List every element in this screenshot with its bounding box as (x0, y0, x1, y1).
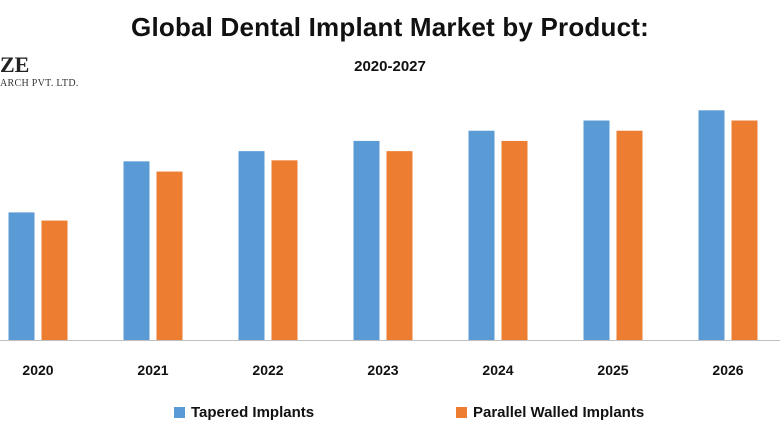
watermark-brand: ZE (0, 52, 30, 77)
bar-tapered-2025 (583, 120, 610, 340)
bar-tapered-2026 (698, 110, 725, 340)
x-tick-label-2020: 2020 (22, 362, 53, 378)
bar-parallel-2024 (501, 140, 528, 340)
bar-parallel-2021 (156, 171, 183, 340)
x-tick-label-2026: 2026 (712, 362, 743, 378)
bar-parallel-2025 (616, 130, 643, 340)
legend-swatch-parallel (456, 407, 467, 418)
x-tick-label-2024: 2024 (482, 362, 513, 378)
x-tick-label-2021: 2021 (137, 362, 168, 378)
bar-tapered-2023 (353, 140, 380, 340)
x-tick-label-2022: 2022 (252, 362, 283, 378)
legend-swatch-tapered (174, 407, 185, 418)
bar-tapered-2022 (238, 151, 265, 340)
legend-item-parallel: Parallel Walled Implants (456, 404, 644, 421)
chart-title: Global Dental Implant Market by Product: (131, 12, 649, 42)
legend-label-parallel: Parallel Walled Implants (473, 404, 645, 421)
bar-tapered-2024 (468, 130, 495, 340)
legend-label-tapered: Tapered Implants (191, 404, 315, 421)
bar-parallel-2022 (271, 160, 298, 340)
bar-parallel-2026 (731, 120, 758, 340)
legend-item-tapered: Tapered Implants (174, 404, 314, 421)
x-tick-label-2023: 2023 (367, 362, 398, 378)
bar-parallel-2020 (41, 220, 68, 340)
bar-tapered-2020 (8, 212, 35, 340)
x-tick-label-2025: 2025 (597, 362, 628, 378)
watermark-text: ARCH PVT. LTD. (0, 78, 79, 89)
legend: Tapered Implants Parallel Walled Implant… (0, 404, 780, 428)
bar-parallel-2023 (386, 151, 413, 340)
chart-subtitle: 2020-2027 (354, 58, 426, 75)
bar-tapered-2021 (123, 161, 150, 340)
